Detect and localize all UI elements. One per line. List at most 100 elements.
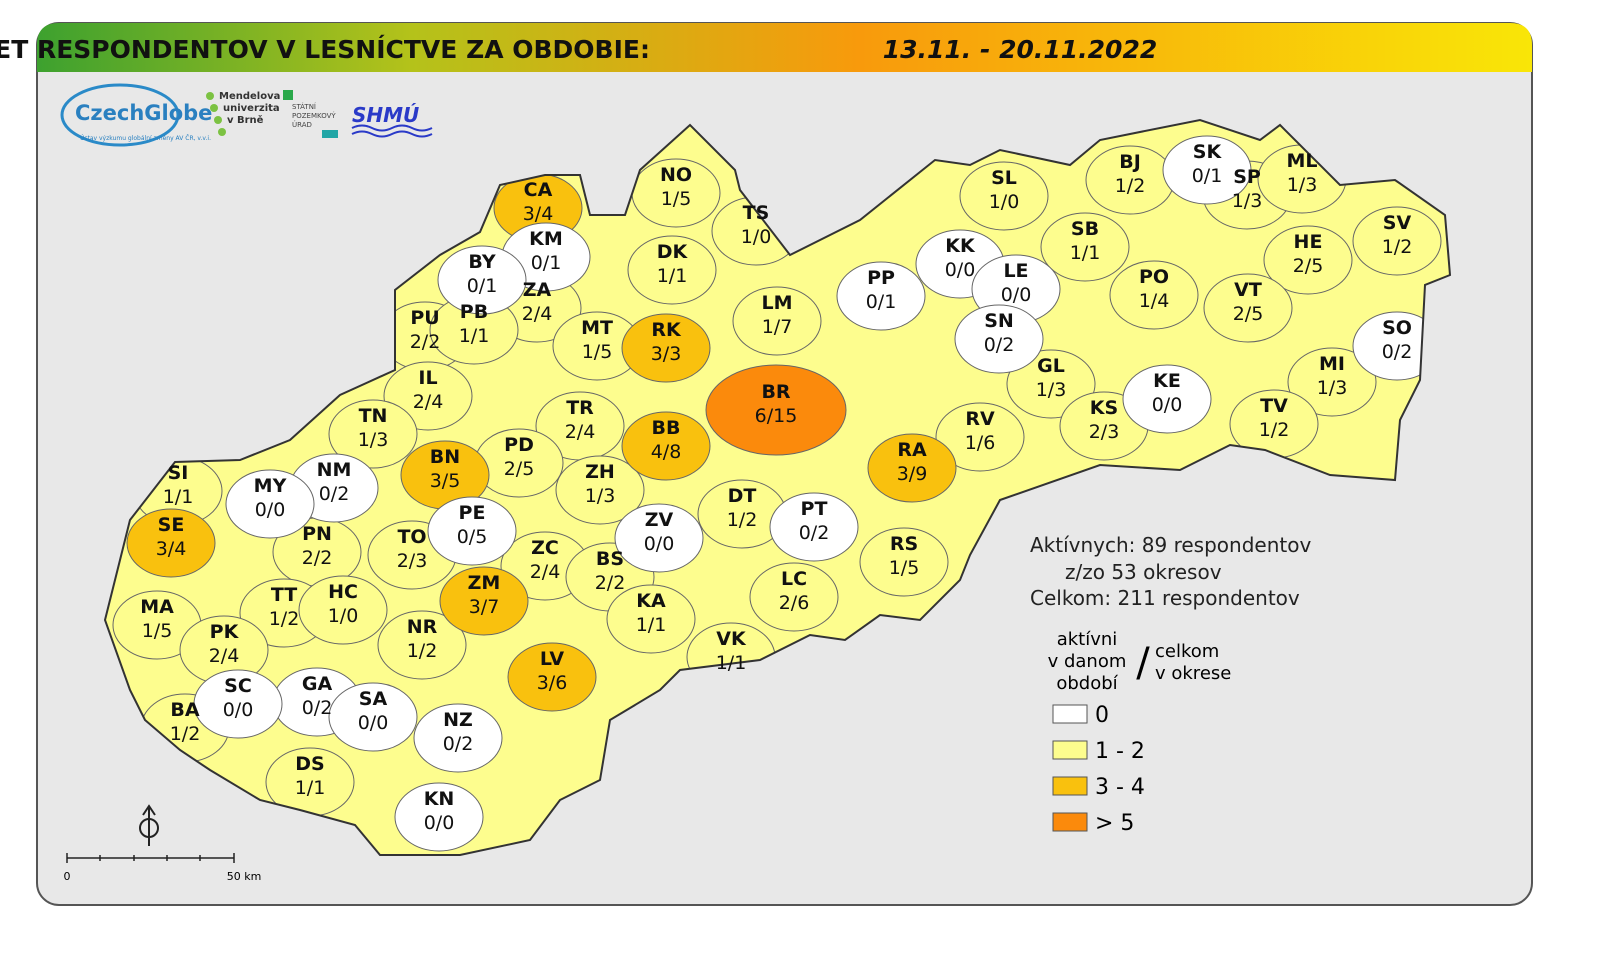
logo-text: univerzita — [223, 103, 280, 114]
district-value: 1/2 — [1382, 236, 1413, 258]
district-value: 1/3 — [585, 485, 616, 507]
district — [859, 527, 949, 597]
district-value: 0/2 — [1382, 341, 1413, 363]
district-value: 1/6 — [965, 432, 996, 454]
district-value: 1/5 — [889, 557, 920, 579]
district-value: 2/2 — [410, 331, 441, 353]
district — [1006, 349, 1096, 419]
district — [413, 703, 503, 773]
district — [749, 562, 839, 632]
district-value: 1/1 — [1070, 242, 1101, 264]
logo-text: POZEMKOVÝ — [292, 111, 336, 120]
district — [1122, 364, 1212, 434]
district-value: 1/3 — [1036, 379, 1067, 401]
district-code: SI — [168, 462, 189, 484]
district-value: 0/1 — [467, 275, 498, 297]
district-value: 2/3 — [397, 550, 428, 572]
district-code: PP — [867, 267, 895, 289]
district-value: 3/9 — [897, 463, 928, 485]
district — [437, 245, 527, 315]
district-code: TN — [359, 405, 388, 427]
district-value: 3/5 — [430, 470, 461, 492]
district-code: SP — [1233, 166, 1261, 188]
district — [1162, 135, 1252, 205]
legend-header: aktívni — [1057, 629, 1118, 650]
logo-text: SHMÚ — [352, 103, 419, 127]
logo-ring — [60, 83, 180, 147]
district-value: 2/4 — [522, 303, 553, 325]
district-code: ML — [1286, 150, 1317, 172]
legend-label: 1 - 2 — [1095, 739, 1145, 764]
district-value: 2/5 — [1293, 255, 1324, 277]
district-code: LE — [1003, 260, 1028, 282]
district-value: 1/1 — [716, 652, 747, 674]
district — [427, 496, 517, 566]
district — [1263, 225, 1353, 295]
district-code: LM — [761, 292, 792, 314]
legend-label: > 5 — [1095, 811, 1134, 836]
stat-line: z/zo 53 okresov — [1065, 560, 1222, 584]
district-code: GL — [1037, 355, 1065, 377]
district-code: SE — [158, 514, 185, 536]
district-code: KE — [1153, 370, 1181, 392]
north-arrow — [139, 804, 159, 846]
district-value: 0/5 — [457, 526, 488, 548]
district-value: 0/0 — [1152, 394, 1183, 416]
district-value: 1/7 — [762, 316, 793, 338]
district-value: 1/2 — [727, 509, 758, 531]
scale-bar — [66, 853, 235, 863]
stat-line: Celkom: 211 respondentov — [1030, 586, 1300, 610]
district-value: 1/1 — [636, 614, 667, 636]
district-value: 2/4 — [530, 561, 561, 583]
district — [225, 469, 315, 539]
district-value: 1/1 — [163, 486, 194, 508]
district-value: 2/4 — [565, 421, 596, 443]
district-code: SN — [984, 310, 1014, 332]
district-value: 3/7 — [469, 596, 500, 618]
district-code: KK — [945, 235, 976, 257]
district-code: BJ — [1119, 151, 1141, 173]
district — [1040, 212, 1130, 282]
district — [705, 364, 847, 456]
district-code: NM — [317, 459, 352, 481]
legend-swatch — [1052, 740, 1088, 760]
district-code: PN — [302, 523, 332, 545]
district-code: NO — [660, 164, 692, 186]
district-code: HE — [1294, 231, 1323, 253]
district-code: MA — [140, 596, 174, 618]
district — [507, 642, 597, 712]
district — [621, 411, 711, 481]
district-code: RA — [897, 439, 927, 461]
district-layer — [112, 135, 1442, 852]
district — [959, 161, 1049, 231]
district-code: HC — [328, 581, 358, 603]
district — [439, 566, 529, 636]
legend-slash: / — [1136, 640, 1150, 686]
district-value: 0/2 — [302, 697, 333, 719]
header-bar — [37, 23, 1532, 72]
district-code: ZC — [531, 537, 559, 559]
district — [606, 584, 696, 654]
district-value: 6/15 — [755, 405, 798, 427]
district-value: 0/2 — [984, 334, 1015, 356]
district-value: 1/3 — [1317, 377, 1348, 399]
logo-text: Mendelova — [219, 91, 280, 102]
legend-label: 3 - 4 — [1095, 775, 1145, 800]
district-code: TR — [566, 397, 594, 419]
legend-swatch — [1052, 704, 1088, 724]
district — [193, 669, 283, 739]
district-value: 2/6 — [779, 592, 810, 614]
district-code: BN — [430, 446, 460, 468]
district-value: 2/2 — [302, 547, 333, 569]
district — [1203, 273, 1293, 343]
district-value: 1/1 — [657, 265, 688, 287]
district-code: KS — [1090, 397, 1118, 419]
district-value: 3/3 — [651, 343, 682, 365]
title: POČET RESPONDENTOV V LESNÍCTVE ZA OBDOBI… — [0, 34, 650, 64]
district-value: 1/4 — [1139, 290, 1170, 312]
district-code: RK — [651, 319, 682, 341]
district-code: TS — [743, 202, 770, 224]
